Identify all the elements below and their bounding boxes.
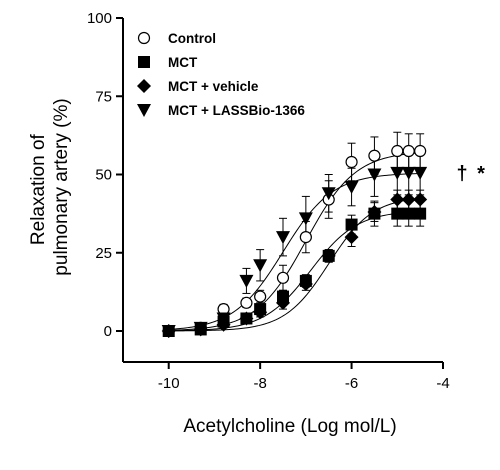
data-point xyxy=(345,218,358,231)
data-point xyxy=(401,192,416,207)
fit-curve xyxy=(168,173,421,330)
data-point xyxy=(367,168,382,182)
y-tick-label: 50 xyxy=(95,167,112,184)
legend-marker xyxy=(137,104,151,117)
x-tick-label: -10 xyxy=(158,375,180,392)
data-point xyxy=(276,271,290,284)
data-point xyxy=(298,277,313,292)
x-tick-label: -6 xyxy=(345,375,358,392)
data-point xyxy=(391,207,404,220)
data-point xyxy=(253,259,268,273)
data-point xyxy=(276,295,290,310)
fit-curve xyxy=(168,198,421,332)
data-point xyxy=(239,311,254,326)
legend-label: MCT + LASSBio-1366 xyxy=(168,103,305,118)
data-point xyxy=(276,231,290,245)
y-tick-label: 100 xyxy=(87,10,112,27)
data-point xyxy=(402,207,415,220)
data-point xyxy=(390,192,405,207)
legend-marker xyxy=(137,79,151,93)
legend-label: Control xyxy=(168,31,216,46)
dagger-annotation: † xyxy=(456,163,467,185)
data-point xyxy=(413,166,428,180)
y-axis-label: Relaxation of pulmonary artery (%) xyxy=(28,98,72,275)
data-point xyxy=(391,144,404,158)
data-point xyxy=(368,149,381,162)
data-point xyxy=(344,181,359,195)
data-point xyxy=(298,212,313,226)
legend: Control MCT MCT + vehicle MCT + LASSBio-136… xyxy=(137,31,305,118)
data-point xyxy=(402,144,415,158)
data-point xyxy=(401,166,416,180)
x-axis-label: Acetylcholine (Log mol/L) xyxy=(183,416,396,437)
data-point xyxy=(161,325,176,338)
y-tick-label: 0 xyxy=(104,323,112,340)
y-tick-label: 25 xyxy=(95,245,112,262)
data-point xyxy=(414,207,427,220)
legend-label: MCT xyxy=(168,55,198,70)
y-axis-label-line-2: pulmonary artery (%) xyxy=(51,98,72,275)
fit-curve xyxy=(168,211,421,332)
significance-annotations: † * xyxy=(456,163,485,185)
data-point xyxy=(390,166,405,180)
data-point xyxy=(321,248,336,263)
legend-marker xyxy=(137,31,151,45)
x-tick-label: -4 xyxy=(436,375,449,392)
data-point xyxy=(299,231,312,244)
legend-label: MCT + vehicle xyxy=(168,79,259,94)
axis-ticks: 0 25 50 75 100 -10 -8 -6 -4 xyxy=(87,10,450,392)
data-point xyxy=(414,144,427,158)
data-point xyxy=(193,321,208,335)
data-points xyxy=(161,144,428,338)
data-point xyxy=(344,230,359,245)
fit-curve xyxy=(168,152,421,331)
data-point xyxy=(367,205,382,220)
data-point xyxy=(321,187,336,201)
fit-curves xyxy=(168,152,421,332)
data-point xyxy=(345,155,358,169)
data-point xyxy=(253,305,268,320)
data-point xyxy=(413,192,428,207)
legend-marker xyxy=(138,56,150,68)
data-point xyxy=(216,312,231,326)
asterisk-annotation: * xyxy=(477,163,485,185)
data-point xyxy=(240,296,253,309)
y-tick-label: 75 xyxy=(95,88,112,105)
x-tick-label: -8 xyxy=(253,375,266,392)
data-point xyxy=(239,274,254,288)
y-axis-label-line-1: Relaxation of xyxy=(28,133,49,245)
data-point xyxy=(254,290,267,303)
